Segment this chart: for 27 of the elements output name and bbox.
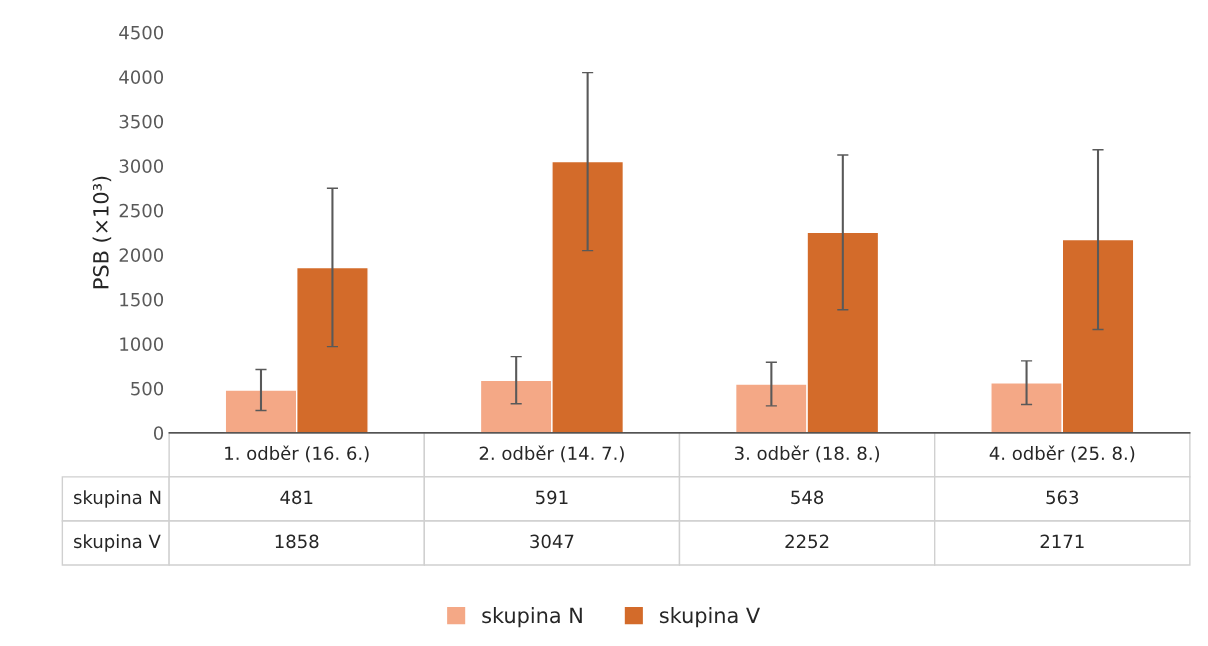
text: skupina N xyxy=(74,490,161,508)
y-tick-label: 4000 xyxy=(119,70,164,84)
legend-label: skupina V xyxy=(659,607,760,628)
y-tick-label: 2000 xyxy=(119,248,164,262)
data-label: 481 xyxy=(280,490,313,505)
data-label: 2252 xyxy=(785,534,829,549)
y-tick-label: 0 xyxy=(153,426,164,440)
y-tick-label: 500 xyxy=(131,381,164,396)
legend-label: skupina N xyxy=(482,607,582,628)
y-tick-label: 3500 xyxy=(119,114,164,129)
y-tick-label: 1500 xyxy=(120,292,164,307)
x-tick-label: 1. odběr (16. 6.) xyxy=(225,445,369,463)
data-label: 563 xyxy=(1046,490,1079,505)
text: skupina V xyxy=(74,534,161,552)
x-tick-label: 4. odběr (25. 8.) xyxy=(989,445,1135,463)
x-tick-label: 3. odběr (18. 8.) xyxy=(734,445,880,463)
data-label: 548 xyxy=(791,490,824,505)
x-tick-label: 2. odběr (14. 7.) xyxy=(479,445,624,463)
y-tick-label: 1000 xyxy=(120,337,164,351)
y-tick-label: 4500 xyxy=(119,25,164,40)
y-axis-title: PSB (×10³) xyxy=(92,176,112,289)
y-tick-label: 2500 xyxy=(119,203,164,218)
data-label: 1858 xyxy=(275,534,319,549)
data-label: 591 xyxy=(536,490,568,505)
y-tick-label: 3000 xyxy=(119,159,164,173)
data-label: 3047 xyxy=(530,534,574,549)
data-label: 2171 xyxy=(1040,534,1084,548)
